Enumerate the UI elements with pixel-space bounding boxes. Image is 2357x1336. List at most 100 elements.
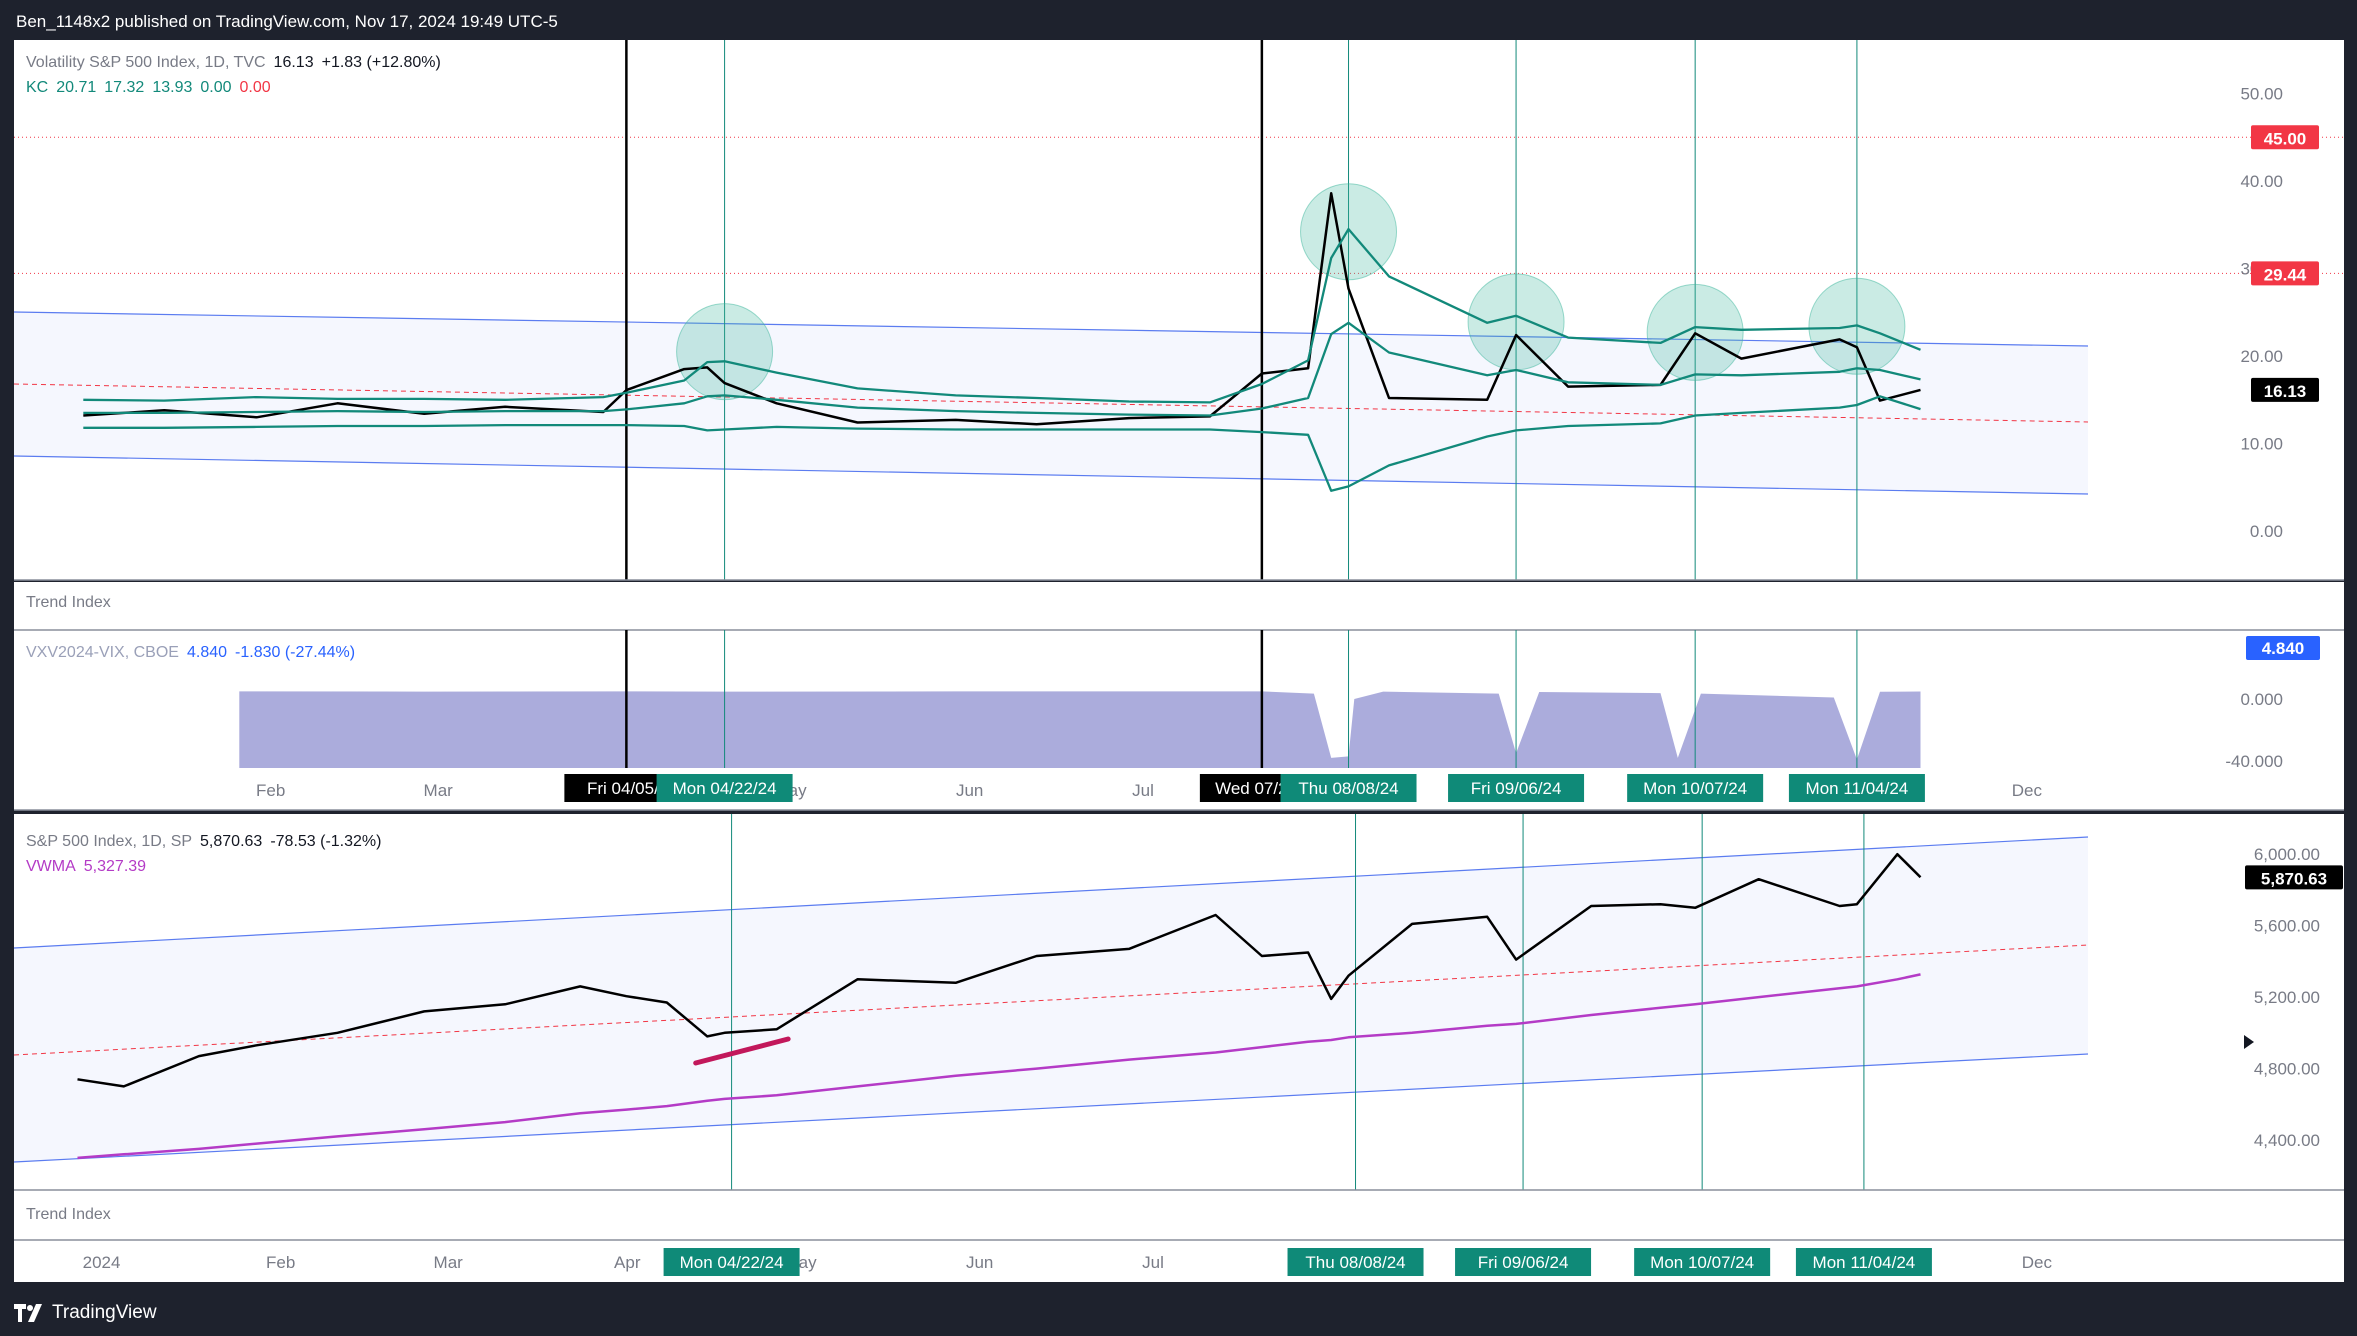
- spx-legend: S&P 500 Index, 1D, SP 5,870.63 -78.53 (-1.…: [26, 833, 389, 851]
- time2-month: Jul: [1142, 1253, 1164, 1272]
- badge-vix-last-bg: [2251, 377, 2319, 402]
- time1-marker-bg: [1280, 774, 1417, 802]
- time2-month: Dec: [2022, 1253, 2053, 1272]
- spx-axis-tick: 4,400.00: [2254, 1131, 2320, 1150]
- vix-axis-tick: 10.00: [2240, 435, 2283, 454]
- vix-series-3: [83, 395, 1921, 492]
- time2-marker: Fri 09/06/24: [1478, 1253, 1569, 1272]
- vix-series-1: [83, 227, 1921, 404]
- vix-series-0: [83, 192, 1921, 426]
- highlight-circle-2024-04-22: [676, 303, 774, 401]
- vxv-axis-tick: 0.000: [2240, 690, 2283, 709]
- vxv-legend: VXV2024-VIX, CBOE 4.840 -1.830 (-27.44%): [26, 644, 363, 662]
- trend-index-3: Trend Index: [26, 1206, 111, 1223]
- vix-axis-tick: 0.00: [2250, 522, 2283, 541]
- time2-month: Jun: [966, 1253, 993, 1272]
- time2-marker: Mon 10/07/24: [1650, 1253, 1754, 1272]
- badge-29-bg: [2251, 261, 2319, 286]
- vxv-badge: 4.840: [2262, 639, 2305, 658]
- kc-upper-value: 20.71: [56, 79, 97, 96]
- vxv-symbol: VXV2024-VIX, CBOE: [26, 644, 179, 661]
- highlight-circle-2024-09-06: [1467, 273, 1565, 371]
- scroll-arrow-icon: [2244, 1035, 2254, 1049]
- spx-axis-tick: 5,200.00: [2254, 988, 2320, 1007]
- time2-marker-bg: [1795, 1248, 1932, 1276]
- vix-axis-tick: 40.00: [2240, 172, 2283, 191]
- vwma-value: 5,327.39: [83, 858, 147, 875]
- time1-month: Feb: [256, 781, 285, 800]
- badge-45: 45.00: [2264, 129, 2307, 148]
- time2-marker-bg: [663, 1248, 800, 1276]
- time1-marker-bg: [1788, 774, 1925, 802]
- time2-marker-bg: [1455, 1248, 1592, 1276]
- vix-series-2: [83, 321, 1921, 417]
- time1-marker-bg: [1448, 774, 1585, 802]
- spx-badge: 5,870.63: [2261, 869, 2327, 888]
- publish-header: Ben_1148x2 published on TradingView.com,…: [0, 0, 2357, 40]
- time1-marker: Fri 04/05/24: [587, 779, 678, 798]
- time2-marker-bg: [1287, 1248, 1424, 1276]
- spx-axis-tick: 6,000.00: [2254, 845, 2320, 864]
- badge-45-bg: [2251, 125, 2319, 150]
- kc-value-5: 0.00: [239, 79, 271, 96]
- spx-channel-lower: [13, 1053, 2089, 1163]
- vix-legend: Volatility S&P 500 Index, 1D, TVC 16.13 +1…: [26, 54, 449, 72]
- vxv-axis-tick: -40.000: [2225, 752, 2283, 771]
- tradingview-logo[interactable]: TradingView: [14, 1302, 157, 1324]
- time2-marker: Thu 08/08/24: [1305, 1253, 1405, 1272]
- time2-marker-bg: [1634, 1248, 1771, 1276]
- spx-series: [77, 852, 1922, 1088]
- kc-value-4: 0.00: [200, 79, 232, 96]
- time1-month: Dec: [2012, 781, 2043, 800]
- time1-marker: Mon 04/22/24: [673, 779, 777, 798]
- time1-month: Jun: [956, 781, 983, 800]
- kc-legend: KC 20.71 17.32 13.93 0.00 0.00: [26, 79, 279, 97]
- spx-symbol: S&P 500 Index, 1D, SP: [26, 833, 193, 850]
- spx-mid-dashed: [13, 944, 2089, 1056]
- spx-badge-bg: [2245, 865, 2343, 890]
- brand-name: TradingView: [52, 1302, 157, 1323]
- vwma-series: [77, 973, 1921, 1160]
- vwma-label: VWMA: [26, 858, 76, 875]
- vix-last: 16.13: [273, 54, 314, 71]
- kc-label: KC: [26, 79, 49, 96]
- spx-axis-tick: 4,800.00: [2254, 1060, 2320, 1079]
- pane1-bg: [14, 40, 2344, 580]
- kc-lower-value: 13.93: [152, 79, 193, 96]
- vwma-legend: VWMA 5,327.39: [26, 858, 154, 876]
- kc-middle-value: 17.32: [104, 79, 145, 96]
- highlight-circle-2024-08-08: [1300, 183, 1398, 281]
- spx-last: 5,870.63: [200, 833, 263, 850]
- vix-axis-tick: 20.00: [2240, 347, 2283, 366]
- vix-axis-tick: 50.00: [2240, 85, 2283, 104]
- time1-month: Mar: [424, 781, 454, 800]
- pink-trend-mark: [693, 1036, 791, 1066]
- vxv-area: [239, 691, 1921, 768]
- vxv-badge-bg: [2246, 636, 2320, 660]
- time1-marker: Mon 10/07/24: [1643, 779, 1747, 798]
- time2-marker: Mon 11/04/24: [1813, 1253, 1916, 1272]
- trend-index-1: Trend Index: [26, 594, 111, 611]
- vix-mid-dashed: [13, 383, 2089, 423]
- time2-month: Feb: [266, 1253, 295, 1272]
- vix-symbol: Volatility S&P 500 Index, 1D, TVC: [26, 54, 266, 71]
- time2-month: Mar: [434, 1253, 464, 1272]
- vxv-change: -1.830 (-27.44%): [235, 644, 356, 661]
- footer: TradingView: [0, 1294, 2357, 1336]
- time1-marker: Fri 09/06/24: [1471, 779, 1562, 798]
- badge-29: 29.44: [2264, 265, 2307, 284]
- vix-change: +1.83 (+12.80%): [321, 54, 441, 71]
- time2-marker: Mon 04/22/24: [680, 1253, 784, 1272]
- time2-month: 2024: [83, 1253, 121, 1272]
- time1-month: Jul: [1132, 781, 1154, 800]
- vxv-last: 4.840: [186, 644, 228, 661]
- spx-change: -78.53 (-1.32%): [270, 833, 382, 850]
- tradingview-logo-icon: [14, 1304, 42, 1322]
- badge-vix-last: 16.13: [2264, 382, 2307, 401]
- time1-marker-bg: [1627, 774, 1764, 802]
- time1-marker: Mon 11/04/24: [1806, 779, 1909, 798]
- spx-channel-upper: [13, 836, 2089, 949]
- publish-text: Ben_1148x2 published on TradingView.com,…: [16, 12, 558, 31]
- time1-marker: Thu 08/08/24: [1298, 779, 1398, 798]
